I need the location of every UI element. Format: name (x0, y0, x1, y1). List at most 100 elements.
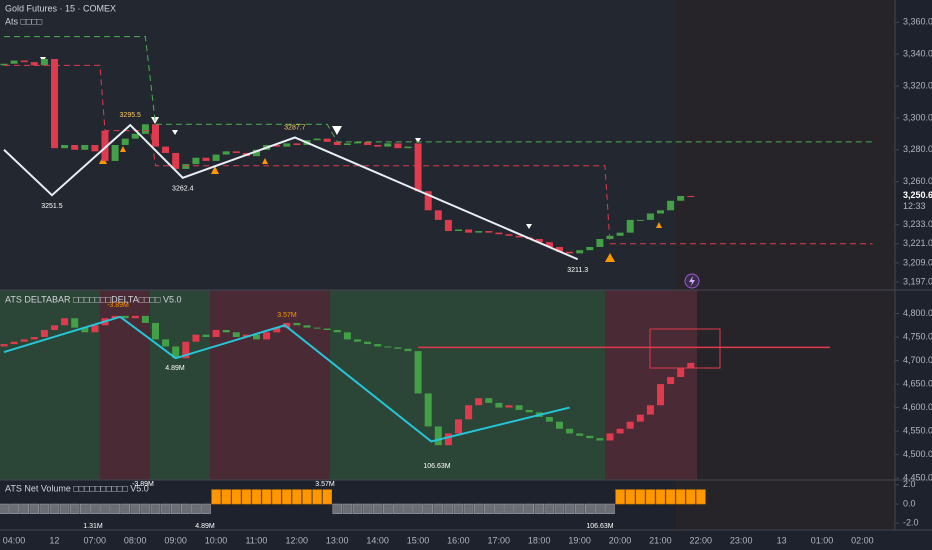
volume-bar (524, 503, 535, 514)
candle-body (505, 405, 513, 408)
candle-body (475, 398, 483, 406)
x-tick-label: 14:00 (366, 535, 389, 545)
band-bull (0, 290, 100, 480)
volume-bar (645, 489, 656, 505)
buy-signal (211, 166, 219, 174)
candle-body (687, 195, 695, 197)
volume-bar (160, 503, 171, 514)
candle-body (283, 143, 291, 147)
volume-bar (372, 503, 383, 514)
volume-bar (281, 489, 292, 505)
chart-title: Gold Futures · 15 · COMEX (5, 3, 116, 13)
y-tick-label: 4,600.0 (903, 402, 932, 412)
pane-title: ATS Net Volume □□□□□□□□□□ V5.0 (5, 483, 149, 493)
candle-body (40, 329, 48, 338)
volume-bar (0, 503, 9, 514)
candle-body (172, 346, 180, 359)
volume-bar (110, 503, 120, 514)
volume-bar (554, 503, 565, 514)
candle-body (505, 234, 513, 236)
candle-body (333, 141, 341, 145)
annotation: 3.57M (315, 481, 335, 488)
annotation: 1.31M (83, 523, 103, 530)
pivot-label: 3262.4 (172, 186, 194, 193)
x-tick-label: 13:00 (326, 535, 349, 545)
volume-bar (211, 489, 221, 505)
candle-body (616, 428, 624, 434)
buy-signal (605, 253, 615, 262)
x-tick-label: 04:00 (3, 535, 26, 545)
candle-body (333, 329, 341, 333)
annotation: -3.89M (107, 302, 129, 309)
candle-body (586, 246, 594, 251)
candle-body (374, 344, 382, 347)
candle-body (71, 318, 79, 328)
candle-body (404, 146, 412, 149)
y-tick-label: 4,750.0 (903, 331, 932, 341)
band-bull (330, 290, 605, 480)
candle-body (414, 143, 422, 192)
volume-bar (181, 503, 191, 514)
candle-body (40, 58, 48, 66)
candle-body (222, 151, 230, 155)
x-tick-label: 23:00 (730, 535, 753, 545)
volume-bar (362, 503, 373, 514)
candle-body (20, 339, 28, 342)
volume-bar (504, 503, 514, 514)
candle-body (626, 219, 634, 233)
annotation: 3.57M (277, 312, 297, 319)
candle-body (111, 315, 119, 319)
volume-bar (574, 503, 585, 514)
alert-bolt (689, 276, 695, 286)
candle-body (576, 433, 584, 436)
x-tick-label: 18:00 (528, 535, 551, 545)
candle-body (192, 157, 200, 165)
candle-body (566, 428, 574, 434)
y-tick-label: 4,800.0 (903, 308, 932, 318)
x-tick-label: 12 (49, 535, 59, 545)
volume-bar (80, 503, 90, 514)
x-tick-label: 21:00 (649, 535, 672, 545)
x-tick-label: 11:00 (245, 535, 267, 545)
candle-body (273, 327, 281, 333)
x-tick-label: 15:00 (407, 535, 430, 545)
candle-body (182, 341, 190, 359)
volume-bar (473, 503, 484, 514)
volume-bar (494, 503, 504, 514)
after-session-bg (676, 0, 895, 530)
candle-body (576, 250, 584, 254)
volume-bar (100, 503, 110, 514)
y-tick-label: 3,320.0 (903, 80, 932, 90)
volume-bar (231, 489, 242, 505)
x-tick-label: 09:00 (164, 535, 187, 545)
x-tick-label: 16:00 (447, 535, 470, 545)
zigzag-line (3, 315, 570, 443)
volume-bar (675, 489, 686, 505)
buy-signal (120, 146, 126, 152)
indicator-name: Ats □□□□ (5, 16, 43, 26)
volume-bar (423, 503, 434, 514)
candle-body (596, 239, 604, 247)
candle-body (202, 157, 210, 161)
zigzag-line (3, 123, 579, 261)
candle-body (91, 145, 99, 152)
candle-body (566, 251, 574, 254)
candle-body (626, 421, 634, 429)
pane-title: ATS DELTABAR □□□□□□□DELTA□□□□ V5.0 (5, 294, 182, 304)
x-tick-label: 10:00 (205, 535, 228, 545)
volume-bar (615, 489, 625, 505)
y-tick-label: 3,221.0 (903, 238, 932, 248)
candle-body (455, 419, 462, 434)
x-tick-label: 20:00 (609, 535, 632, 545)
candle-body (152, 124, 159, 147)
candle-body (414, 351, 422, 394)
volume-bar (463, 503, 474, 514)
candle-body (0, 63, 8, 66)
candle-body (172, 152, 180, 169)
x-tick-label: 22:00 (690, 535, 713, 545)
y-tick-label: 0.0 (903, 498, 916, 508)
volume-bar (251, 489, 262, 505)
candle-body (293, 322, 301, 326)
candle-body (434, 426, 442, 446)
candle-body (323, 328, 331, 330)
